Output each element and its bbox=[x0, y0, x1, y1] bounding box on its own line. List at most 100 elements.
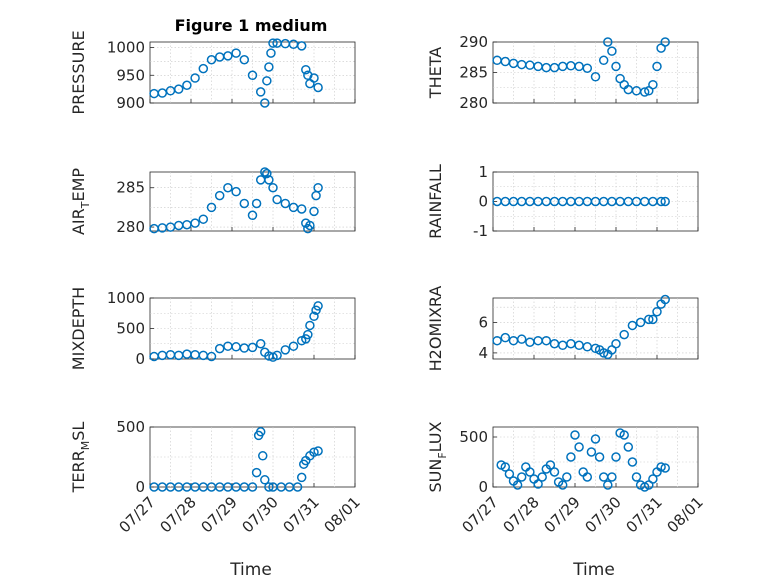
data-point bbox=[309, 73, 319, 83]
x-axis-label-right: Time bbox=[572, 560, 615, 580]
data-point bbox=[206, 351, 217, 362]
data-point bbox=[272, 350, 282, 361]
data-point bbox=[582, 63, 593, 73]
data-point bbox=[190, 73, 200, 83]
y-tick-label: 0 bbox=[135, 350, 145, 368]
data-point bbox=[264, 62, 274, 72]
data-point bbox=[292, 482, 303, 492]
data-point bbox=[223, 182, 233, 193]
data-point bbox=[301, 64, 311, 75]
data-point bbox=[255, 339, 266, 349]
data-point bbox=[639, 87, 650, 97]
data-point bbox=[598, 348, 609, 358]
data-point bbox=[635, 317, 646, 328]
data-point bbox=[247, 210, 258, 221]
data-point bbox=[656, 196, 666, 207]
data-point bbox=[590, 434, 601, 444]
data-point bbox=[296, 472, 307, 483]
data-point bbox=[309, 311, 319, 322]
data-point bbox=[627, 320, 638, 331]
x-tick-label: 07/31 bbox=[280, 493, 323, 536]
y-tick-label: 500 bbox=[116, 418, 145, 436]
data-point bbox=[631, 472, 642, 482]
data-point bbox=[264, 175, 274, 185]
series-markers bbox=[492, 37, 670, 97]
data-point bbox=[247, 342, 258, 353]
data-point bbox=[260, 475, 270, 485]
subplot-mixdepth: 0 500 1000 MIXDEPTH bbox=[69, 287, 356, 370]
data-point bbox=[288, 341, 299, 351]
data-point bbox=[537, 472, 547, 482]
x-axis-label-left: Time bbox=[229, 560, 272, 580]
y-axis-label: PRESSURE bbox=[69, 30, 88, 114]
data-point bbox=[231, 48, 241, 58]
data-point bbox=[313, 446, 323, 456]
data-point bbox=[648, 314, 658, 325]
data-point bbox=[198, 214, 209, 224]
y-axis-label: H2OMIXRA bbox=[426, 286, 445, 372]
data-point bbox=[525, 467, 535, 477]
y-axis-label: AIRTEMP bbox=[69, 168, 92, 235]
data-point bbox=[247, 70, 258, 81]
y-tick-label: 500 bbox=[116, 320, 145, 338]
y-tick-label: 950 bbox=[116, 66, 145, 84]
data-point bbox=[607, 46, 617, 56]
data-point bbox=[309, 206, 319, 217]
data-point bbox=[590, 343, 601, 354]
data-point bbox=[214, 190, 225, 201]
data-point bbox=[303, 329, 313, 340]
data-point bbox=[264, 482, 274, 492]
x-tick-label: 07/27 bbox=[116, 493, 159, 536]
x-tick-label: 08/01 bbox=[321, 493, 364, 536]
data-point bbox=[652, 61, 662, 72]
data-point bbox=[214, 343, 225, 354]
y-tick-label: 4 bbox=[478, 344, 488, 362]
y-tick-label: 1000 bbox=[107, 289, 145, 307]
data-point bbox=[266, 48, 276, 58]
data-point bbox=[258, 451, 268, 461]
series-markers bbox=[149, 38, 323, 108]
figure-title: Figure 1 medium bbox=[175, 16, 328, 35]
data-point bbox=[648, 79, 658, 90]
data-point bbox=[231, 186, 241, 197]
data-point bbox=[262, 168, 272, 179]
y-axis-label: SUNFLUX bbox=[426, 421, 449, 492]
data-point bbox=[590, 72, 601, 82]
subplot-theta: 280 285 290 THETA bbox=[426, 33, 699, 112]
x-tick-label: 07/29 bbox=[198, 493, 241, 536]
data-point bbox=[533, 479, 543, 489]
data-point bbox=[566, 452, 576, 462]
y-tick-label: 500 bbox=[459, 428, 488, 446]
data-point bbox=[268, 38, 278, 48]
data-point bbox=[492, 335, 502, 346]
data-point bbox=[206, 202, 217, 213]
data-point bbox=[305, 320, 315, 331]
data-point bbox=[562, 472, 572, 482]
data-point bbox=[516, 472, 527, 482]
data-point bbox=[660, 37, 670, 47]
data-point bbox=[247, 482, 258, 492]
y-tick-label: 1 bbox=[478, 163, 488, 181]
series-markers bbox=[149, 167, 323, 234]
x-tick-label: 07/29 bbox=[541, 493, 584, 536]
x-tick-label: 07/28 bbox=[500, 493, 543, 536]
x-tick-label: 08/01 bbox=[664, 493, 707, 536]
y-tick-label: 0 bbox=[135, 478, 145, 496]
data-point bbox=[296, 204, 307, 214]
data-point bbox=[652, 306, 662, 317]
data-point bbox=[607, 472, 617, 482]
y-tick-label: 290 bbox=[459, 33, 488, 51]
data-point bbox=[296, 41, 307, 51]
data-point bbox=[255, 427, 266, 437]
data-point bbox=[313, 182, 323, 193]
data-point bbox=[272, 194, 282, 205]
data-point bbox=[251, 467, 262, 478]
data-point bbox=[500, 462, 511, 472]
y-tick-label: -1 bbox=[473, 222, 488, 240]
data-point bbox=[280, 198, 291, 209]
y-axis-label: TERRMSL bbox=[69, 422, 92, 494]
data-point bbox=[239, 54, 250, 65]
data-point bbox=[656, 462, 666, 472]
